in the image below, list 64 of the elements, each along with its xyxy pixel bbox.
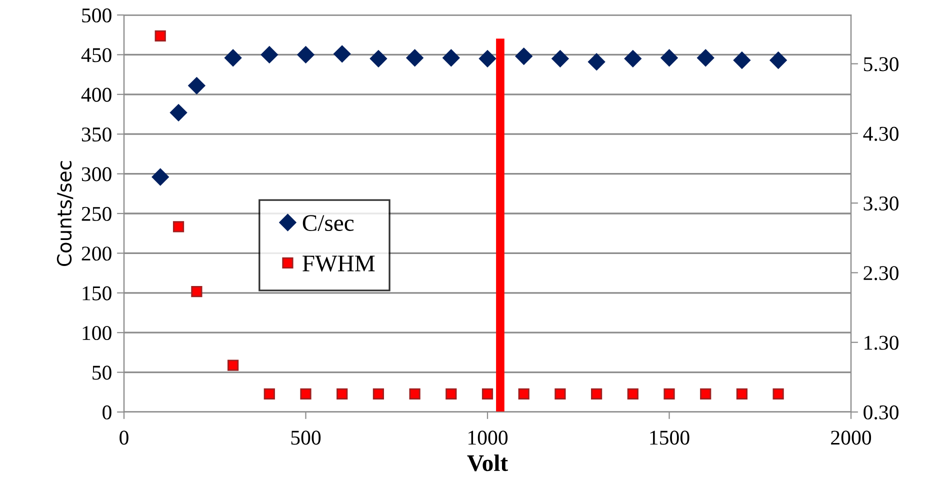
point: [227, 360, 239, 371]
y-tick-label: 0: [102, 405, 112, 420]
point: [152, 168, 169, 186]
point: [334, 45, 351, 62]
point: [478, 50, 496, 68]
x-tick-label: 0: [120, 430, 128, 445]
point: [482, 388, 494, 400]
y-tick-label: 150: [82, 286, 112, 300]
y-tick-label: 100: [82, 326, 112, 340]
y-tick-label: 200: [82, 246, 112, 261]
point: [770, 52, 787, 69]
point: [372, 388, 384, 400]
point: [260, 46, 278, 64]
point: [515, 48, 532, 65]
point: [552, 50, 569, 68]
point: [518, 388, 530, 400]
y2-tick-label: 1.30: [864, 336, 898, 350]
point: [624, 50, 642, 68]
y2-tick-label: 5.30: [864, 57, 898, 72]
point: [590, 388, 602, 400]
point: [224, 49, 242, 66]
y-tick-label: 250: [82, 206, 112, 221]
y2-tick-label: 3.30: [864, 196, 898, 211]
legend-label: FWHM: [302, 256, 375, 272]
point: [627, 388, 638, 400]
y-axis-title: Counts/sec: [56, 161, 74, 266]
x-tick-label: 2000: [831, 430, 872, 445]
point: [736, 388, 748, 400]
point: [336, 388, 348, 400]
point: [154, 30, 166, 42]
point: [370, 50, 387, 68]
x-tick-label: 1000: [468, 430, 508, 445]
x-axis-title: Volt: [467, 454, 508, 472]
point: [442, 49, 460, 66]
y2-tick-label: 0.30: [864, 405, 898, 420]
point: [660, 49, 678, 66]
y2-tick-label: 4.30: [863, 126, 898, 141]
point: [300, 388, 312, 400]
point: [446, 388, 457, 400]
point: [664, 388, 675, 400]
y2-tick-label: 2.30: [864, 266, 898, 280]
point: [772, 388, 784, 400]
y-tick-label: 350: [82, 127, 112, 142]
point: [170, 104, 188, 122]
x-tick-label: 1500: [650, 430, 690, 445]
point: [264, 388, 275, 400]
point: [733, 52, 750, 69]
legend-label: C/sec: [302, 215, 354, 232]
y-tick-label: 300: [82, 167, 112, 182]
point: [588, 53, 606, 70]
point: [409, 388, 420, 400]
point: [172, 221, 184, 232]
point: [406, 49, 424, 66]
point: [697, 49, 714, 66]
point: [297, 46, 314, 64]
point: [191, 286, 202, 298]
point: [700, 388, 712, 400]
y-tick-label: 450: [81, 48, 112, 62]
y-tick-label: 400: [81, 88, 112, 102]
point: [188, 77, 206, 94]
point: [554, 388, 566, 400]
x-tick-label: 500: [291, 430, 321, 445]
y-tick-label: 50: [92, 366, 112, 380]
y-tick-label: 500: [82, 8, 112, 22]
